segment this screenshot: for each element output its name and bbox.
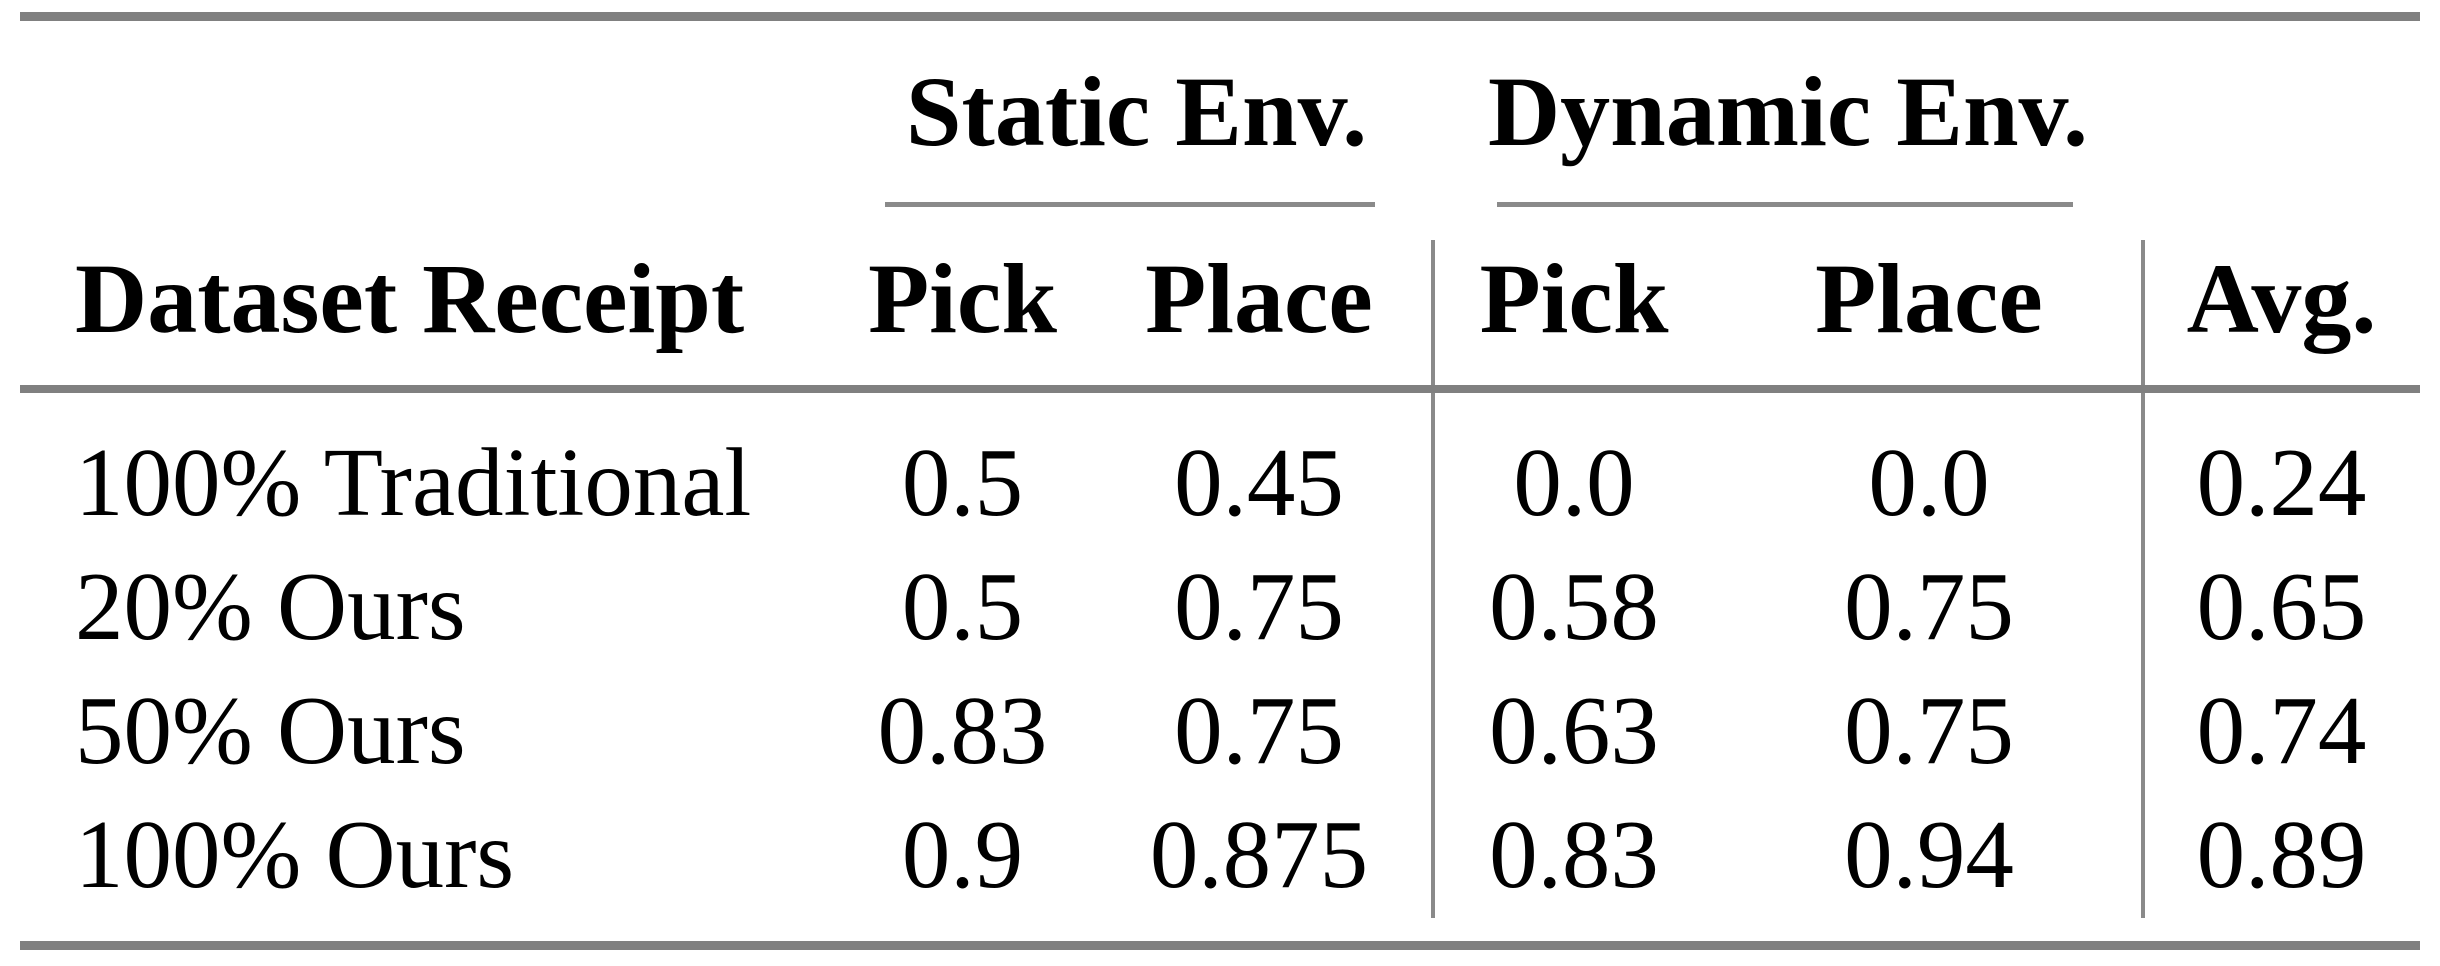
group-header-spacer xyxy=(2143,22,2420,202)
cell-dynamic-pick: 0.0 xyxy=(1513,428,1635,536)
group-header-static-env: Static Env. xyxy=(905,56,1368,167)
cell-static-place: 0.75 xyxy=(1174,676,1344,784)
column-header-avg: Avg. xyxy=(2186,242,2377,354)
cell-dataset: 100% Traditional xyxy=(75,428,752,536)
table-header-rule xyxy=(20,385,2420,393)
cell-dataset: 20% Ours xyxy=(75,552,466,660)
static-env-cmidrule xyxy=(840,202,1433,212)
cell-dynamic-pick: 0.58 xyxy=(1489,552,1659,660)
cell-dynamic-place: 0.75 xyxy=(1844,552,2014,660)
cell-static-place: 0.75 xyxy=(1174,552,1344,660)
cell-static-pick: 0.5 xyxy=(901,552,1024,660)
group-header-dynamic-env: Dynamic Env. xyxy=(1487,56,2089,167)
cell-avg: 0.65 xyxy=(2196,552,2367,660)
table-top-rule xyxy=(20,12,2420,21)
cell-dataset: 100% Ours xyxy=(75,800,515,908)
column-header-static-place: Place xyxy=(1145,242,1373,354)
cell-dynamic-place: 0.0 xyxy=(1868,428,1990,536)
cell-dataset: 50% Ours xyxy=(75,676,466,784)
table-bottom-rule xyxy=(20,941,2420,950)
separator-static-dynamic xyxy=(1431,240,1435,918)
cell-avg: 0.89 xyxy=(2196,800,2367,908)
column-header-dataset-receipt: Dataset Receipt xyxy=(75,242,745,354)
cell-dynamic-place: 0.75 xyxy=(1844,676,2014,784)
separator-dynamic-avg xyxy=(2141,240,2145,918)
cell-static-pick: 0.9 xyxy=(901,800,1024,908)
dynamic-env-cmidrule xyxy=(1433,202,2143,212)
rule-line xyxy=(1497,202,2073,207)
cell-static-place: 0.875 xyxy=(1149,800,1369,908)
column-header-dynamic-pick: Pick xyxy=(1479,242,1669,354)
cell-dynamic-pick: 0.83 xyxy=(1489,800,1659,908)
cell-avg: 0.24 xyxy=(2196,428,2367,536)
cell-static-place: 0.45 xyxy=(1174,428,1344,536)
rule-line xyxy=(885,202,1375,207)
group-header-spacer xyxy=(20,22,840,202)
cell-avg: 0.74 xyxy=(2196,676,2367,784)
column-header-dynamic-place: Place xyxy=(1815,242,2043,354)
cell-static-pick: 0.5 xyxy=(901,428,1024,536)
cell-dynamic-pick: 0.63 xyxy=(1489,676,1659,784)
cell-static-pick: 0.83 xyxy=(877,676,1048,784)
results-table: Static Env. Dynamic Env. Dataset Receipt… xyxy=(20,22,2420,916)
column-header-static-pick: Pick xyxy=(868,242,1057,354)
cell-dynamic-place: 0.94 xyxy=(1844,800,2014,908)
